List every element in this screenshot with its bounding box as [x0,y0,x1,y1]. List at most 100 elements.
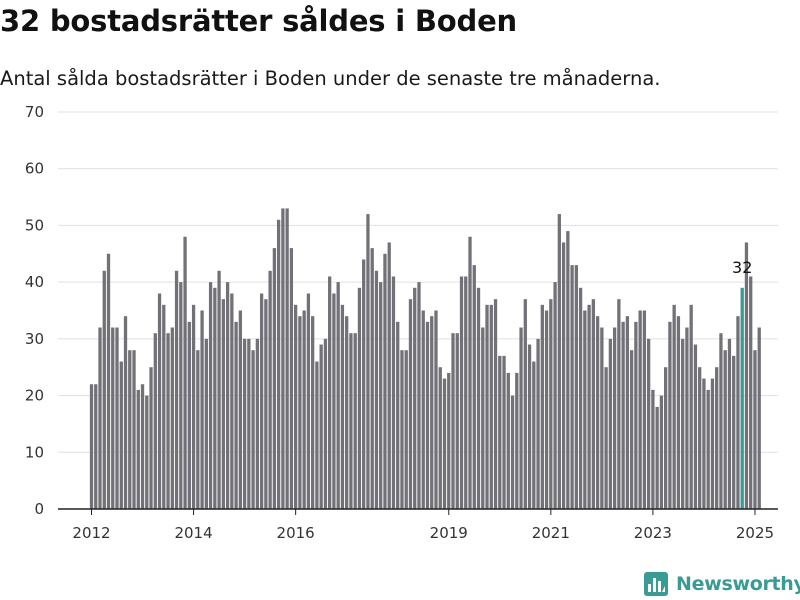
bar [408,299,413,509]
bar [557,214,561,509]
chart-title: 32 bostadsrätter såldes i Boden [0,4,518,38]
bar [493,299,498,509]
bar [217,270,221,509]
bar [170,327,174,509]
y-tick-label: 70 [25,103,44,121]
bar [374,270,379,509]
bar [379,282,383,509]
bar [285,208,289,509]
bar [145,395,149,509]
y-tick-label: 0 [34,500,44,518]
bar [298,316,302,509]
bar [225,282,230,509]
bar [587,304,591,509]
newsworthy-logo[interactable]: Newsworthy [644,568,800,600]
bar [459,276,464,509]
bar [328,276,332,509]
brand-name: Newsworthy [676,573,800,595]
bar [502,355,506,509]
bar-highlight [740,287,744,509]
bar [519,327,523,509]
bar [383,253,387,509]
bar [247,338,251,509]
bar [251,350,255,509]
bar [634,321,638,509]
y-tick-label: 30 [25,330,44,348]
y-tick-label: 50 [25,216,44,234]
bar [234,321,238,509]
bar [221,299,225,509]
bar [413,287,417,509]
bar [179,282,183,509]
bar [404,350,408,509]
bar [612,327,617,509]
bar [332,293,336,509]
bars [89,208,761,510]
bar [672,304,676,509]
bar [536,338,540,509]
bar [710,378,715,509]
bar [315,361,319,509]
bar [455,333,459,509]
x-tick-label: 2025 [736,524,774,542]
bar [651,389,655,509]
bar [600,327,604,509]
data-label-latest: 32 [732,258,752,277]
bar [370,248,374,510]
bar [302,310,306,509]
bar [655,406,659,509]
y-tick-label: 40 [25,273,44,291]
bar [425,321,430,509]
bar [196,350,200,509]
bar [561,242,566,509]
bar [472,265,476,509]
bar [94,384,98,509]
newsworthy-icon [644,572,668,596]
bar [681,338,685,509]
bar [98,327,102,509]
bar [629,350,634,509]
bar [213,287,217,509]
bar [162,304,166,509]
y-tick-label: 60 [25,160,44,178]
bar [255,338,260,509]
bar [583,310,587,509]
bar [400,350,404,509]
bar [438,367,442,509]
bar [362,259,366,509]
bar [272,248,277,510]
bar [442,378,447,509]
bar [757,327,761,509]
bar [608,338,613,509]
bar [532,361,536,509]
bar [174,270,179,509]
bar [153,333,157,509]
bar [485,304,489,509]
bar [570,265,574,509]
data-labels: 32 [732,258,752,277]
bar [689,304,693,509]
bar [417,282,421,509]
bar [391,276,396,509]
bar [698,367,702,509]
bar [621,321,625,509]
bar [523,299,527,509]
bar [638,310,642,509]
bar [578,287,583,509]
bar [89,384,94,509]
bar [357,287,362,509]
bar [744,242,749,509]
bar [510,395,515,509]
bar [140,384,145,509]
bar [749,276,753,509]
bar [430,316,434,509]
x-tick-label: 2019 [430,524,468,542]
bar [353,333,357,509]
bar [204,338,208,509]
bar [451,333,455,509]
bar [685,327,689,509]
y-axis-ticks: 0 10 20 30 40 50 60 70 [25,103,44,518]
bar [319,344,323,509]
x-tick-label: 2016 [277,524,315,542]
